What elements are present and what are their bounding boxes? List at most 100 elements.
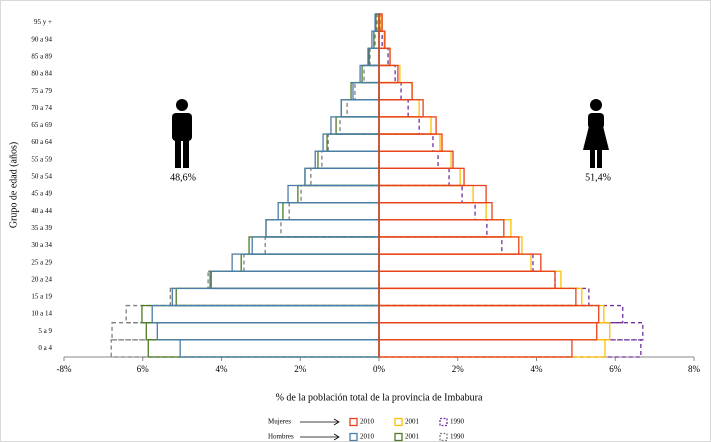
legend-label: 2010	[360, 418, 375, 426]
bar	[210, 270, 380, 290]
y-tick-label: 60 a 64	[31, 138, 52, 146]
bar	[310, 167, 380, 187]
bar	[378, 322, 644, 341]
bar	[151, 304, 380, 324]
bar	[240, 253, 380, 272]
bar	[175, 287, 380, 307]
bar	[378, 133, 434, 152]
bar	[111, 322, 380, 341]
x-tick-label: 6%	[609, 364, 622, 374]
legend-swatch	[394, 432, 403, 442]
share-annotation: 51,4%	[585, 172, 611, 183]
bar	[378, 236, 520, 255]
y-tick-label: 25 a 29	[31, 258, 52, 266]
bar	[352, 81, 380, 101]
y-tick-label: 5 a 9	[38, 327, 52, 335]
bar	[378, 219, 505, 238]
bar	[251, 236, 380, 255]
x-axis-label: % de la población total de la provincia …	[276, 392, 483, 403]
bar	[304, 167, 380, 187]
bar	[378, 150, 454, 169]
legend-group-label: Hombres	[268, 433, 294, 441]
bar	[378, 201, 487, 221]
x-tick-label: 4%	[531, 364, 544, 374]
bar	[317, 150, 380, 169]
bar	[378, 81, 413, 101]
bar	[378, 150, 452, 169]
y-tick-label: 75 a 79	[31, 87, 52, 95]
bar	[304, 167, 380, 187]
bar	[378, 167, 450, 187]
bar	[378, 99, 409, 118]
bar	[297, 184, 380, 204]
y-tick-label: 95 y +	[34, 18, 52, 26]
bar	[125, 304, 380, 324]
bar	[378, 339, 606, 358]
bar	[378, 99, 424, 118]
female-icon	[583, 99, 609, 168]
bar	[378, 304, 624, 324]
legend-swatch	[394, 417, 403, 427]
bar	[378, 64, 396, 84]
bar	[378, 219, 512, 238]
y-tick-label: 70 a 74	[31, 104, 52, 112]
bar	[368, 47, 380, 67]
bar	[265, 219, 380, 238]
bar	[378, 167, 461, 187]
bar	[378, 339, 642, 358]
bar	[378, 133, 441, 152]
y-tick-label: 85 a 89	[31, 52, 52, 60]
bar	[378, 322, 611, 341]
legend-swatch	[439, 417, 448, 427]
x-tick-label: -8%	[57, 364, 72, 374]
bar	[378, 322, 598, 341]
legend-label: 1990	[450, 433, 465, 441]
y-tick-label: 90 a 94	[31, 35, 52, 43]
bar	[378, 287, 590, 307]
bar	[363, 64, 380, 84]
bar	[378, 81, 402, 101]
y-tick-label: 15 a 19	[31, 293, 52, 301]
bar	[282, 201, 380, 221]
bar	[288, 201, 380, 221]
bar	[314, 150, 380, 169]
bar	[248, 236, 380, 255]
y-tick-label: 0 a 4	[38, 344, 52, 352]
bar	[300, 184, 380, 204]
bar	[340, 99, 380, 118]
bar	[207, 270, 380, 290]
bar	[369, 47, 380, 67]
bar	[321, 150, 380, 169]
bar	[110, 339, 380, 358]
legend-swatch	[349, 432, 358, 442]
y-tick-label: 20 a 24	[31, 275, 52, 283]
bar	[335, 116, 380, 135]
bar	[339, 116, 380, 135]
bar	[378, 236, 503, 255]
y-tick-label: 10 a 14	[31, 310, 52, 318]
y-tick-label: 65 a 69	[31, 121, 52, 129]
bar	[322, 133, 380, 152]
bar	[169, 287, 380, 307]
y-tick-label: 80 a 84	[31, 70, 52, 78]
bar	[378, 270, 562, 290]
bar	[378, 236, 523, 255]
bar	[378, 116, 420, 135]
bar	[378, 184, 487, 204]
bar	[378, 150, 439, 169]
bar	[378, 304, 605, 324]
legend-swatch	[439, 432, 448, 442]
bar	[378, 81, 413, 101]
legend-arrow-head	[333, 418, 340, 426]
x-tick-label: 2%	[452, 364, 465, 374]
y-axis-label: Grupo de edad (años)	[8, 142, 19, 228]
bar	[378, 270, 556, 290]
bar	[378, 184, 463, 204]
y-tick-label: 45 a 49	[31, 190, 52, 198]
legend-label: 2001	[405, 418, 420, 426]
bar	[277, 201, 380, 221]
x-tick-label: 8%	[688, 364, 701, 374]
bar	[378, 201, 476, 221]
